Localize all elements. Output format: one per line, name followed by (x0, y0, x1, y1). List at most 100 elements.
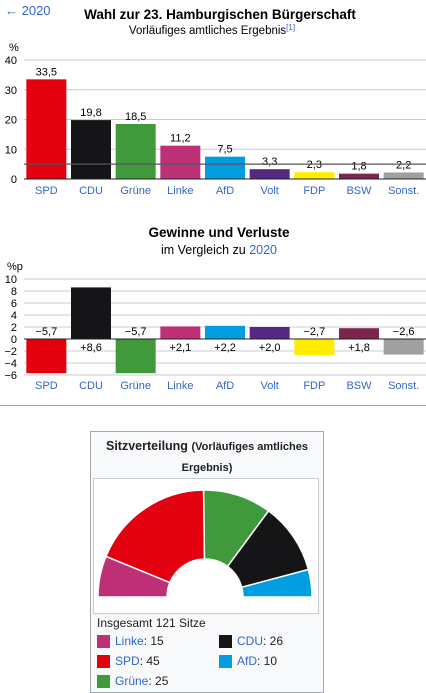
legend-party-link[interactable]: Linke (115, 634, 144, 648)
legend-swatch (97, 654, 110, 668)
change-category-label-fdp: FDP (303, 380, 325, 392)
legend-swatch (97, 674, 110, 688)
bar-cdu (71, 120, 111, 179)
legend-swatch (219, 634, 232, 648)
value-label-afd: 7,5 (217, 144, 232, 156)
legend-item-linke: Linke: 15 (97, 634, 164, 648)
change-value-label-bsw: +1,8 (348, 342, 370, 354)
category-label-sonst: Sonst. (388, 185, 419, 197)
bar-linke (160, 145, 201, 179)
change-bar-bsw (339, 328, 379, 339)
bar-afd (205, 156, 245, 179)
y-tick-label-2-6: 6 (11, 298, 17, 310)
change-value-label-cdu: +8,6 (80, 342, 102, 354)
vote-share-chart: 0 10 20 30 40 33,5 SPD 19,8 CDU 18,5 Grüne 11,2 Link… (5, 55, 426, 197)
legend-swatch (97, 634, 110, 648)
y-axis-unit-label: % (9, 42, 19, 54)
category-label-afd: AfD (216, 185, 234, 197)
y-tick-label-2--6: −6 (4, 370, 17, 382)
seat-distribution-title: Sitzverteilung (Vorläufiges amtliches Er… (105, 439, 308, 474)
change-bar-afd (205, 325, 245, 339)
category-label-spd: SPD (35, 185, 58, 197)
change-value-label-linke: +2,1 (169, 342, 191, 354)
bar-spd (26, 79, 67, 179)
y-tick-label-2-8: 8 (11, 286, 17, 298)
legend-item-gruene: Grüne: 25 (97, 674, 168, 688)
change-bar-gruene (115, 339, 156, 374)
category-label-linke: Linke (167, 185, 193, 197)
change-value-label-volt: +2,0 (259, 342, 281, 354)
bar-sonst (383, 172, 424, 179)
value-label-volt: 3,3 (262, 156, 277, 168)
legend-label: SPD: 45 (115, 654, 160, 668)
bar-gruene (115, 123, 156, 179)
change-category-label-gruene: Grüne (120, 380, 151, 392)
value-label-fdp: 2,3 (307, 159, 322, 171)
legend-label: Grüne: 25 (115, 674, 169, 688)
value-label-sonst: 2,2 (396, 159, 411, 171)
change-bar-spd (26, 339, 67, 374)
change-value-label-spd: −5,7 (35, 326, 57, 338)
chart-title: Wahl zur 23. Hamburgischen Bürgerschaft (84, 7, 356, 22)
change-value-label-afd: +2,2 (214, 342, 236, 354)
value-label-bsw: 1,8 (351, 161, 366, 173)
change-category-label-bsw: BSW (346, 380, 372, 392)
change-value-label-fdp: −2,7 (303, 326, 325, 338)
y-tick-label-40: 40 (5, 55, 17, 67)
change-value-label-gruene: −5,7 (125, 326, 147, 338)
legend-label: AfD: 10 (237, 654, 278, 668)
legend-swatch (219, 654, 232, 668)
bar-bsw (339, 173, 379, 179)
y-tick-label-10: 10 (5, 144, 17, 156)
category-label-fdp: FDP (303, 185, 325, 197)
category-label-bsw: BSW (346, 185, 372, 197)
legend-label: CDU: 26 (237, 634, 284, 648)
y-tick-label-30: 30 (5, 85, 17, 97)
category-label-gruene: Grüne (120, 185, 151, 197)
legend-item-cdu: CDU: 26 (219, 634, 283, 648)
legend-item-spd: SPD: 45 (97, 654, 160, 668)
total-seats-label: Insgesamt 121 Sitze (97, 616, 206, 630)
y-tick-label-20: 20 (5, 115, 17, 127)
legend-party-link[interactable]: Grüne (115, 674, 149, 688)
y-axis-unit-label-2: %p (7, 261, 23, 273)
seat-chart-frame (93, 478, 319, 614)
change-category-label-volt: Volt (260, 380, 278, 392)
value-label-spd: 33,5 (36, 66, 57, 78)
legend-party-link[interactable]: SPD (115, 654, 140, 668)
y-tick-label-2--2: −2 (4, 346, 17, 358)
category-label-cdu: CDU (79, 185, 103, 197)
comparison-year-link[interactable]: 2020 (249, 243, 277, 257)
legend-label: Linke: 15 (115, 634, 164, 648)
change-bar-volt (249, 327, 290, 339)
value-label-cdu: 19,8 (80, 107, 101, 119)
legend-party-link[interactable]: CDU (237, 634, 263, 648)
y-tick-label-2-4: 4 (11, 310, 17, 322)
gains-losses-title: Gewinne und Verluste (148, 225, 290, 240)
bar-volt (249, 169, 290, 179)
change-category-label-cdu: CDU (79, 380, 103, 392)
change-bar-cdu (71, 287, 111, 339)
chart-subtitle: Vorläufiges amtliches Ergebnis[1] (129, 23, 295, 37)
seat-distribution-box: Sitzverteilung (Vorläufiges amtliches Er… (90, 431, 324, 693)
change-bar-sonst (383, 339, 424, 355)
change-value-label-sonst: −2,6 (393, 326, 415, 338)
y-tick-label-2-0: 0 (11, 334, 17, 346)
change-bar-linke (160, 326, 201, 339)
value-label-linke: 11,2 (170, 133, 191, 145)
back-link[interactable]: ← 2020 (5, 3, 51, 18)
bar-fdp (294, 172, 335, 179)
y-tick-label-2--4: −4 (4, 358, 17, 370)
seat-segment-afd (240, 568, 313, 598)
results-charts: ← 2020 Wahl zur 23. Hamburgischen Bürger… (0, 3, 426, 406)
seat-segment-spd (105, 489, 206, 584)
seat-semicircle-chart (97, 489, 313, 598)
y-tick-label-2-2: 2 (11, 322, 17, 334)
category-label-volt: Volt (260, 185, 278, 197)
gains-losses-subtitle: im Vergleich zu 2020 (161, 243, 277, 257)
y-tick-label-0: 0 (11, 174, 17, 186)
change-bar-fdp (294, 339, 335, 356)
legend-party-link[interactable]: AfD (237, 654, 258, 668)
change-category-label-afd: AfD (216, 380, 234, 392)
footnote-link[interactable]: [1] (286, 23, 295, 32)
